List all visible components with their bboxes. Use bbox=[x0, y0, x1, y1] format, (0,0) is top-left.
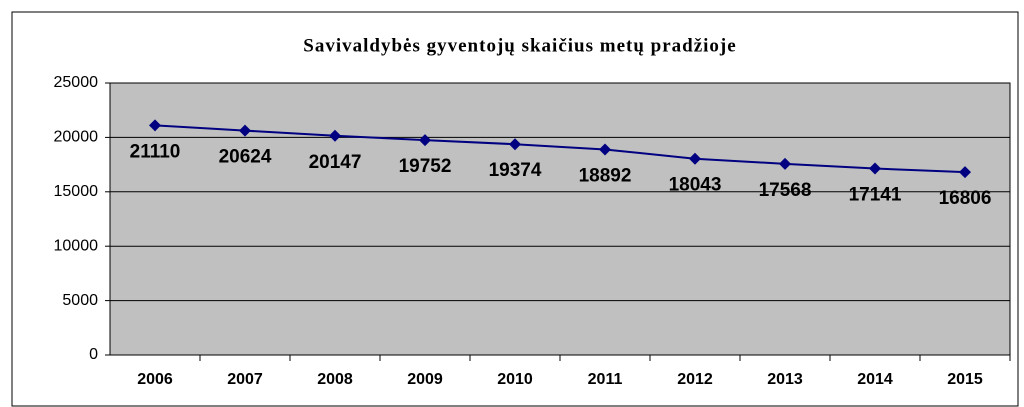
x-tick-label: 2010 bbox=[497, 371, 533, 388]
data-label: 21110 bbox=[130, 141, 181, 162]
data-label: 17141 bbox=[849, 185, 902, 206]
y-tick-label: 25000 bbox=[54, 74, 99, 91]
y-tick-label: 0 bbox=[89, 346, 98, 363]
line bbox=[154, 124, 966, 174]
data-label: 17568 bbox=[759, 180, 812, 201]
y-tick-label: 20000 bbox=[54, 129, 99, 146]
marker bbox=[149, 119, 161, 132]
x-tick-label: 2008 bbox=[317, 371, 353, 388]
marker bbox=[599, 143, 611, 156]
data-label: 20624 bbox=[219, 147, 272, 168]
data-label: 19374 bbox=[489, 160, 542, 181]
marker bbox=[419, 134, 431, 147]
data-label: 20147 bbox=[309, 152, 362, 173]
marker bbox=[869, 162, 881, 175]
x-tick-label: 2007 bbox=[227, 371, 263, 388]
data-label: 18043 bbox=[669, 175, 722, 196]
marker bbox=[509, 138, 521, 151]
x-tick-label: 2012 bbox=[677, 371, 713, 388]
marker bbox=[239, 124, 251, 137]
data-label: 18892 bbox=[579, 165, 632, 186]
y-tick-label: 10000 bbox=[54, 237, 99, 254]
marker bbox=[779, 157, 791, 170]
data-label: 16806 bbox=[939, 188, 992, 209]
data-label: 19752 bbox=[399, 156, 452, 177]
x-tick-label: 2011 bbox=[588, 371, 623, 388]
y-tick-label: 5000 bbox=[62, 292, 98, 309]
x-tick-label: 2006 bbox=[137, 371, 173, 388]
x-tick-label: 2013 bbox=[767, 371, 803, 388]
x-tick-label: 2014 bbox=[857, 371, 893, 388]
marker bbox=[689, 152, 701, 165]
marker bbox=[959, 166, 971, 179]
plot-area bbox=[109, 82, 1011, 356]
x-tick-label: 2015 bbox=[947, 371, 983, 388]
marker bbox=[329, 129, 341, 142]
chart-title: Savivaldybės gyventojų skaičius metų pra… bbox=[303, 35, 736, 56]
x-tick-label: 2009 bbox=[407, 371, 443, 388]
y-tick-label: 15000 bbox=[54, 183, 99, 200]
